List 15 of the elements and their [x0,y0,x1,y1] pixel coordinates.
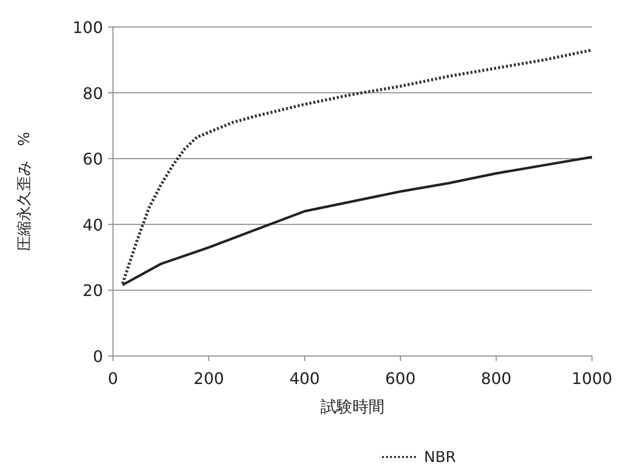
x-axis-title: 試験時間 [320,397,384,416]
x-tick-label: 600 [385,369,416,388]
y-tick-label: 0 [92,347,103,366]
x-tick-label: 0 [108,369,118,388]
y-tick-label: 100 [72,18,103,37]
y-axis-title: 圧縮永久歪み % [15,132,33,252]
y-tick-label: 20 [82,281,103,300]
y-tick-label: 60 [82,150,103,169]
x-tick-label: 1000 [572,369,612,388]
legend-label: NBR [424,448,456,466]
x-tick-label: 800 [480,369,512,388]
x-tick-label: 200 [194,369,224,388]
y-tick-label: 40 [82,215,103,234]
y-tick-label: 80 [82,84,103,103]
x-tick-label: 400 [289,369,320,388]
